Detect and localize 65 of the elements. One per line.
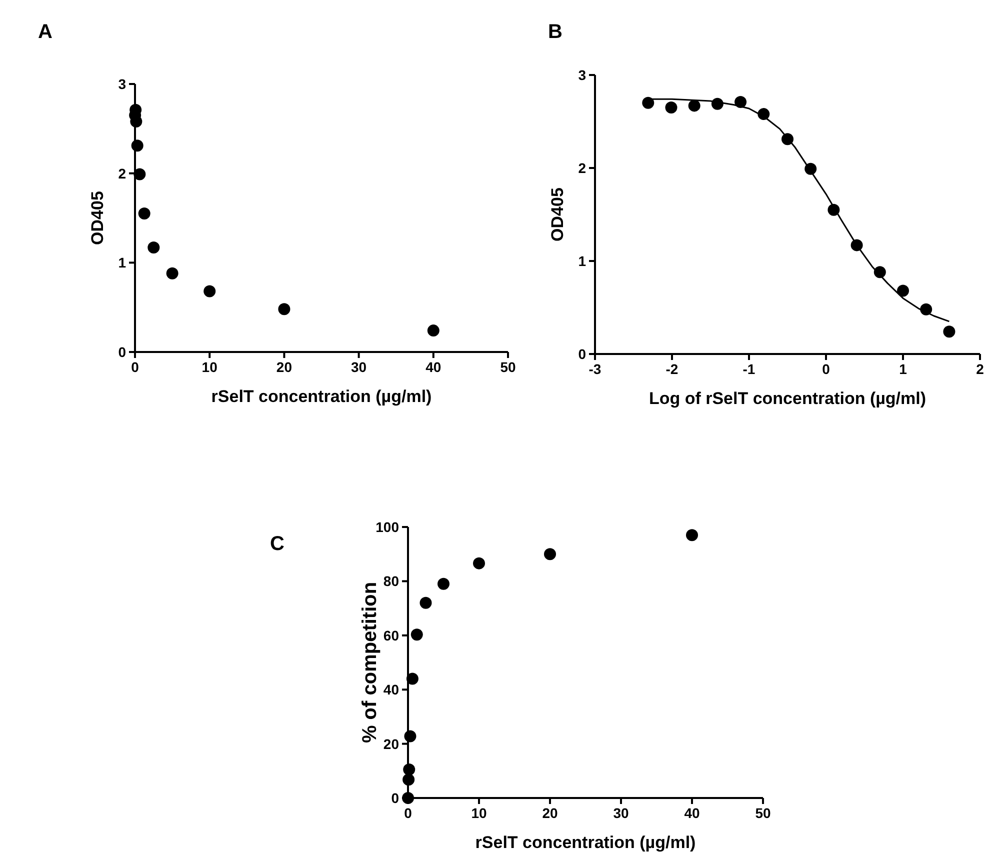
y-tick-label: 100 xyxy=(376,519,400,535)
point xyxy=(642,96,654,109)
point xyxy=(473,557,485,570)
point xyxy=(897,284,909,297)
x-tick-label: 0 xyxy=(404,805,412,821)
chart-title: B xyxy=(548,21,562,43)
x-tick-label: 40 xyxy=(426,359,442,375)
point xyxy=(138,208,150,220)
chart-title: C xyxy=(270,533,284,555)
point xyxy=(148,241,160,254)
point xyxy=(420,596,432,609)
point xyxy=(204,285,216,298)
point xyxy=(403,764,416,776)
y-tick-label: 2 xyxy=(578,160,586,176)
point xyxy=(438,578,450,590)
y-axis-title: % of competition xyxy=(359,582,381,744)
y-tick-label: 3 xyxy=(578,67,586,83)
x-tick-label: 40 xyxy=(684,805,700,821)
x-tick-label: -3 xyxy=(588,361,602,377)
y-tick-label: 0 xyxy=(118,344,126,360)
point xyxy=(665,102,678,114)
point xyxy=(402,792,414,804)
y-axis-title: OD405 xyxy=(88,191,107,245)
point xyxy=(410,628,423,641)
y-tick-label: 1 xyxy=(118,254,126,271)
x-tick-label: 2 xyxy=(976,361,984,377)
point xyxy=(686,529,698,542)
x-tick-label: -1 xyxy=(742,361,756,377)
x-tick-label: 30 xyxy=(613,805,629,821)
point xyxy=(166,267,178,280)
point xyxy=(688,100,700,112)
x-tick-label: -2 xyxy=(666,361,678,377)
x-axis-title: Log of rSelT concentration (µg/ml) xyxy=(648,389,926,408)
y-tick-label: 60 xyxy=(383,627,400,644)
point xyxy=(134,168,146,180)
point xyxy=(406,672,418,685)
x-tick-label: 0 xyxy=(822,361,830,377)
x-tick-label: 50 xyxy=(755,805,771,821)
point xyxy=(427,324,440,337)
y-tick-label: 80 xyxy=(383,573,400,590)
x-tick-label: 1 xyxy=(899,361,908,377)
point xyxy=(544,548,556,560)
y-tick-label: 0 xyxy=(391,790,400,806)
point xyxy=(943,326,956,338)
y-tick-label: 20 xyxy=(383,736,400,752)
y-tick-label: 0 xyxy=(578,346,586,362)
x-tick-label: 10 xyxy=(202,359,218,375)
x-axis-title: rSelT concentration (µg/ml) xyxy=(211,387,432,406)
chart-title: A xyxy=(38,21,52,43)
point xyxy=(404,730,416,742)
x-axis-title: rSelT concentration (µg/ml) xyxy=(475,833,696,852)
point xyxy=(131,140,144,152)
x-tick-label: 50 xyxy=(500,359,516,375)
x-tick-label: 30 xyxy=(351,359,367,375)
x-tick-label: 0 xyxy=(131,359,140,375)
y-tick-label: 3 xyxy=(118,76,126,92)
y-tick-label: 40 xyxy=(383,682,400,698)
x-tick-label: 20 xyxy=(276,359,292,375)
point xyxy=(278,303,290,316)
x-tick-label: 10 xyxy=(471,805,487,821)
y-tick-label: 2 xyxy=(118,165,126,182)
y-axis-title: OD405 xyxy=(548,188,567,242)
x-tick-label: 20 xyxy=(542,805,558,821)
y-tick-label: 1 xyxy=(578,253,586,269)
point xyxy=(402,774,415,786)
